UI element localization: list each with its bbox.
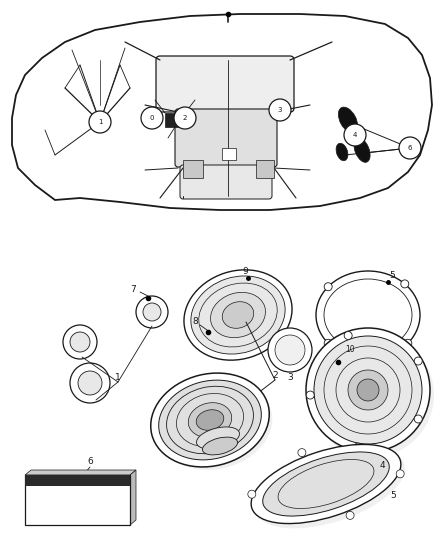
Circle shape [141, 107, 163, 129]
Polygon shape [12, 14, 432, 210]
Text: 2: 2 [272, 370, 278, 379]
Bar [256, 160, 274, 178]
Circle shape [396, 470, 404, 478]
Text: 1: 1 [98, 119, 102, 125]
Circle shape [314, 336, 422, 444]
Ellipse shape [255, 448, 405, 528]
Ellipse shape [222, 302, 254, 328]
Ellipse shape [197, 427, 240, 449]
Circle shape [399, 137, 421, 159]
Ellipse shape [196, 410, 224, 430]
Ellipse shape [159, 380, 261, 460]
Circle shape [269, 99, 291, 121]
Circle shape [324, 340, 332, 348]
Text: 0: 0 [150, 115, 154, 121]
Text: 4: 4 [353, 132, 357, 138]
Circle shape [344, 332, 352, 340]
Circle shape [346, 511, 354, 519]
Circle shape [248, 490, 256, 498]
Circle shape [298, 449, 306, 457]
Bar [183, 160, 203, 178]
Ellipse shape [184, 270, 292, 360]
Bar [25, 475, 130, 525]
Circle shape [174, 107, 196, 129]
Ellipse shape [251, 445, 401, 523]
Circle shape [344, 124, 366, 146]
Text: 10: 10 [345, 345, 355, 354]
Circle shape [70, 363, 110, 403]
Ellipse shape [191, 276, 285, 354]
Text: 7: 7 [130, 285, 136, 294]
Circle shape [63, 325, 97, 359]
Ellipse shape [338, 107, 358, 133]
FancyBboxPatch shape [175, 109, 277, 167]
Ellipse shape [158, 380, 272, 470]
Text: 4: 4 [379, 461, 385, 470]
Circle shape [357, 379, 379, 401]
Text: 5: 5 [389, 271, 395, 280]
Circle shape [70, 332, 90, 352]
Ellipse shape [211, 293, 265, 337]
Ellipse shape [263, 452, 389, 516]
Bar [165, 113, 185, 127]
Circle shape [136, 296, 168, 328]
Circle shape [306, 391, 314, 399]
Ellipse shape [354, 138, 370, 163]
Ellipse shape [188, 402, 232, 438]
FancyBboxPatch shape [156, 56, 294, 112]
Text: 2: 2 [183, 115, 187, 121]
Text: 9: 9 [242, 266, 248, 276]
Polygon shape [130, 470, 136, 525]
Circle shape [404, 340, 412, 348]
Bar [222, 148, 236, 160]
Circle shape [354, 443, 362, 451]
Ellipse shape [336, 143, 348, 161]
Circle shape [310, 333, 434, 457]
Circle shape [401, 280, 409, 288]
FancyBboxPatch shape [180, 165, 272, 199]
Text: 6: 6 [408, 145, 412, 151]
Bar [25, 475, 130, 486]
Text: 3: 3 [278, 107, 282, 113]
Circle shape [348, 370, 388, 410]
Circle shape [324, 282, 332, 290]
Text: 5: 5 [390, 490, 396, 499]
Text: 6: 6 [87, 457, 93, 466]
Text: 8: 8 [192, 317, 198, 326]
Polygon shape [25, 470, 136, 475]
Ellipse shape [202, 437, 237, 455]
Circle shape [414, 415, 422, 423]
Ellipse shape [151, 373, 269, 467]
Circle shape [268, 328, 312, 372]
Circle shape [89, 111, 111, 133]
Ellipse shape [316, 271, 420, 359]
Circle shape [306, 328, 430, 452]
Circle shape [275, 335, 305, 365]
Text: 1: 1 [115, 374, 121, 383]
Circle shape [143, 303, 161, 321]
Text: 3: 3 [287, 374, 293, 383]
Circle shape [414, 357, 422, 365]
Circle shape [78, 371, 102, 395]
